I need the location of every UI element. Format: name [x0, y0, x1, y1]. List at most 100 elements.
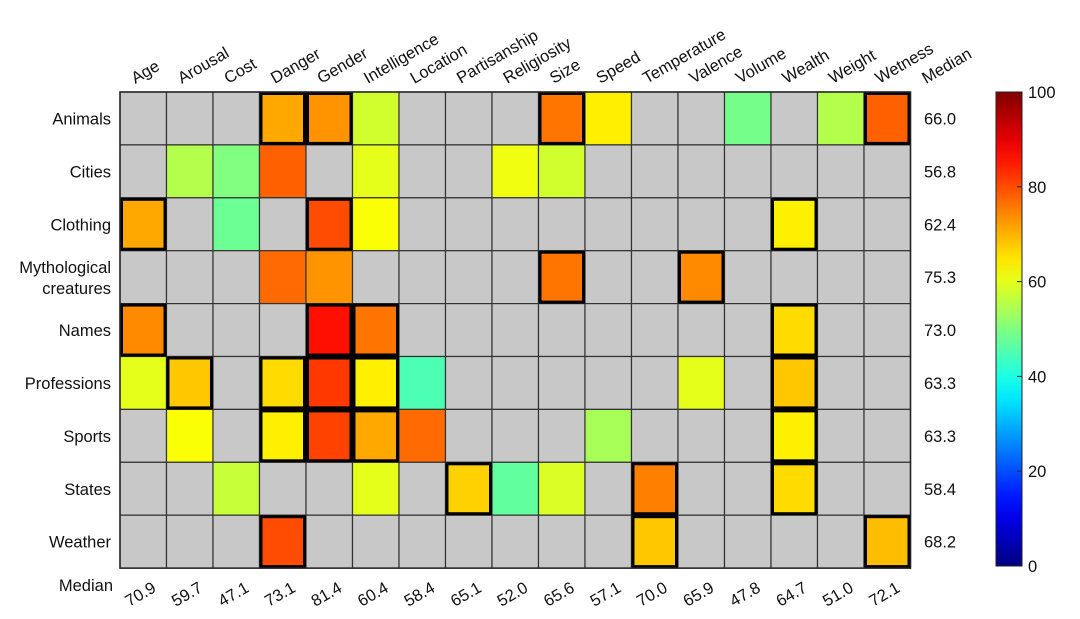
heatmap-cell — [537, 303, 586, 358]
heatmap-cell — [537, 461, 586, 516]
column-median-value: 58.4 — [401, 579, 438, 611]
column-median-value: 47.8 — [727, 579, 764, 611]
heatmap-cell — [351, 303, 400, 358]
heatmap-cell — [305, 144, 354, 199]
heatmap-cell — [677, 355, 726, 411]
heatmap-cell — [444, 197, 493, 252]
column-median-value: 73.1 — [262, 579, 299, 611]
heatmap-cell — [165, 461, 214, 516]
heatmap-cell — [491, 461, 540, 516]
row-label: Sports — [63, 428, 111, 446]
heatmap-cell — [165, 303, 214, 358]
highlight-border — [771, 303, 818, 357]
heatmap-cell — [165, 144, 214, 199]
column-median-value: 47.1 — [215, 579, 252, 611]
heatmap-cell — [444, 91, 493, 146]
heatmap-cell — [584, 250, 633, 305]
heatmap-cell — [770, 144, 819, 199]
heatmap-cell — [119, 355, 168, 411]
heatmap-cell — [677, 461, 726, 516]
heatmap-cell — [630, 91, 679, 146]
heatmap-cell — [770, 303, 819, 358]
row-median-value: 66.0 — [924, 110, 956, 128]
heatmap-cell — [816, 355, 865, 411]
heatmap-cell — [212, 303, 261, 358]
column-median-value: 72.1 — [866, 579, 903, 611]
heatmap-cell — [351, 250, 400, 305]
heatmap-cell — [630, 408, 679, 463]
heatmap-cell — [258, 355, 307, 411]
highlight-border — [864, 515, 911, 569]
heatmap-cell — [630, 144, 679, 199]
heatmap-cell — [212, 408, 261, 463]
heatmap-cell — [770, 408, 819, 463]
heatmap-cell — [816, 408, 865, 463]
heatmap-cell — [677, 408, 726, 463]
heatmap-cell — [258, 197, 307, 252]
heatmap-cell — [816, 303, 865, 358]
heatmap-cell — [398, 408, 447, 463]
heatmap-cell — [305, 461, 354, 516]
heatmap-cell — [119, 408, 168, 463]
heatmap-cell — [119, 303, 168, 358]
row-median-value: 75.3 — [924, 269, 956, 287]
heatmap-cell — [165, 408, 214, 463]
heatmap-cell — [351, 91, 400, 146]
highlight-border — [306, 303, 353, 357]
row-label: creatures — [42, 280, 111, 298]
column-median-value: 81.4 — [308, 579, 345, 611]
heatmap-cell — [723, 408, 772, 463]
heatmap-cell — [491, 355, 540, 411]
heatmap-cell — [398, 514, 447, 569]
heatmap-cell — [723, 197, 772, 252]
highlight-border — [771, 462, 818, 516]
heatmap-cell — [537, 355, 586, 411]
heatmap-cell — [444, 303, 493, 358]
heatmap-cell — [305, 355, 354, 411]
heatmap-cell — [398, 355, 447, 411]
heatmap-cell — [677, 250, 726, 305]
heatmap-cell — [258, 144, 307, 199]
column-median-value: 70.9 — [122, 579, 159, 611]
row-label: Cities — [70, 163, 111, 181]
heatmap-cell — [305, 303, 354, 358]
heatmap-cell — [770, 250, 819, 305]
heatmap-cell — [863, 250, 912, 305]
row-label: Weather — [49, 534, 112, 552]
heatmap-cell — [491, 197, 540, 252]
highlight-border — [678, 250, 725, 304]
heatmap-cell — [863, 514, 912, 569]
heatmap-cell — [770, 355, 819, 411]
colorbar-tick-label: 0 — [1028, 558, 1037, 576]
highlight-border — [166, 356, 213, 410]
column-label: Age — [128, 57, 162, 87]
highlight-border — [259, 409, 306, 463]
highlight-border — [445, 462, 492, 516]
heatmap-cell — [165, 91, 214, 146]
column-median-value: 65.1 — [448, 579, 485, 611]
highlight-border — [306, 197, 353, 251]
column-median-value: 70.0 — [634, 579, 671, 611]
highlight-border — [259, 356, 306, 410]
heatmap-cell — [863, 461, 912, 516]
column-median-value: 60.4 — [355, 579, 392, 611]
row-label: Names — [59, 322, 111, 340]
heatmap-cell — [537, 197, 586, 252]
heatmap-cell — [398, 461, 447, 516]
highlight-border — [120, 197, 167, 251]
row-median-value: 63.3 — [924, 428, 956, 446]
highlight-border — [771, 197, 818, 251]
highlight-border — [631, 462, 678, 516]
heatmap-cell — [165, 355, 214, 411]
heatmap-cell — [584, 355, 633, 411]
heatmap-cell — [305, 408, 354, 463]
heatmap-cell — [305, 197, 354, 252]
highlight-border — [306, 409, 353, 463]
heatmap-cell — [351, 144, 400, 199]
heatmap-cell — [491, 144, 540, 199]
row-label: Clothing — [50, 216, 111, 234]
heatmap-cell — [398, 303, 447, 358]
row-label: Animals — [52, 110, 111, 128]
heatmap-cell — [119, 91, 168, 146]
